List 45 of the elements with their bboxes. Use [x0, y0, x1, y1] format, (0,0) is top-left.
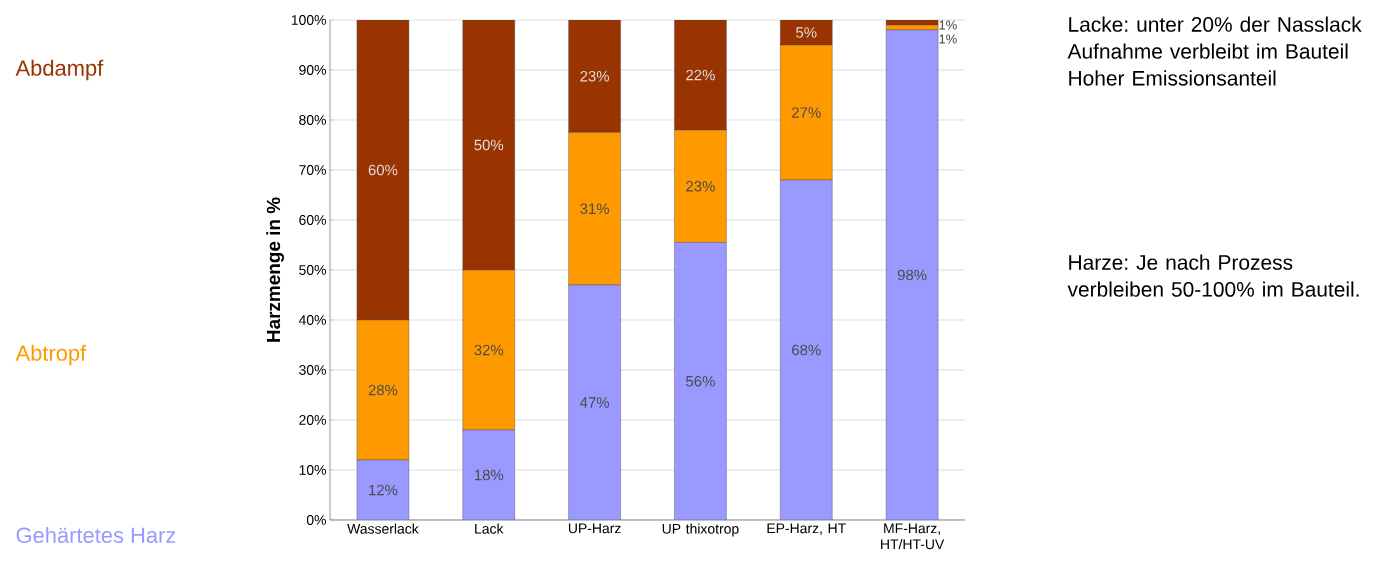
y-tick-label: 80% [299, 115, 326, 125]
data-label: 23% [580, 70, 610, 82]
data-label: 47% [579, 397, 610, 408]
text: Gehärtetes Harz [16, 526, 176, 544]
data-label: 5% [796, 27, 817, 38]
y-tick-label: 20% [299, 415, 326, 425]
x-tick-label: MF-Harz, HT/HT-UV [881, 523, 945, 550]
bar [674, 19, 727, 131]
data-label: 56% [686, 375, 715, 387]
data-label: 23% [686, 180, 715, 192]
x-tick-label: UP-Harz [568, 523, 621, 534]
text: Abdampf [15, 59, 104, 81]
y-tick-label: 30% [299, 365, 326, 375]
y-tick-label: 10% [299, 465, 326, 475]
data-label: 32% [474, 344, 504, 356]
bar [462, 19, 515, 271]
bar [568, 19, 621, 133]
bar [356, 19, 410, 321]
y-tick-label: 70% [299, 165, 326, 175]
y-tick-label: 60% [299, 215, 326, 225]
data-label: 31% [580, 203, 610, 215]
y-tick-label: 90% [299, 65, 326, 75]
x-tick-label: Wasserlack [347, 523, 419, 534]
data-label: 27% [792, 107, 821, 118]
data-label: 60% [368, 164, 398, 176]
text: Abtropf [15, 344, 87, 366]
x-tick-label: EP-Harz, HT [767, 523, 846, 535]
data-label: 22% [686, 69, 715, 81]
text: Harze: Je nach Prozess verbleiben 50-100% im Bauteil. [1067, 254, 1359, 297]
data-label: 18% [474, 469, 504, 481]
data-label: 12% [369, 484, 398, 496]
y-tick-label: 0% [306, 515, 326, 525]
text: Lacke: unter 20% der Nasslack Aufnahme verbleibt im Bauteil Hoher Emissionsanteil [1067, 16, 1362, 86]
data-label: 68% [792, 344, 821, 356]
data-label: 1% [939, 34, 957, 44]
data-label: 98% [897, 269, 927, 281]
x-tick-label: Lack [475, 523, 504, 534]
y-axis-title: Harzmenge in % [266, 197, 284, 342]
y-tick-label: 50% [299, 265, 326, 275]
data-label: 1% [939, 20, 957, 30]
x-tick-label: UP thixotrop [662, 523, 739, 537]
y-tick-label: 100% [291, 15, 326, 25]
data-label: 50% [474, 139, 504, 151]
data-label: 28% [368, 384, 398, 396]
y-tick-label: 40% [298, 315, 326, 325]
